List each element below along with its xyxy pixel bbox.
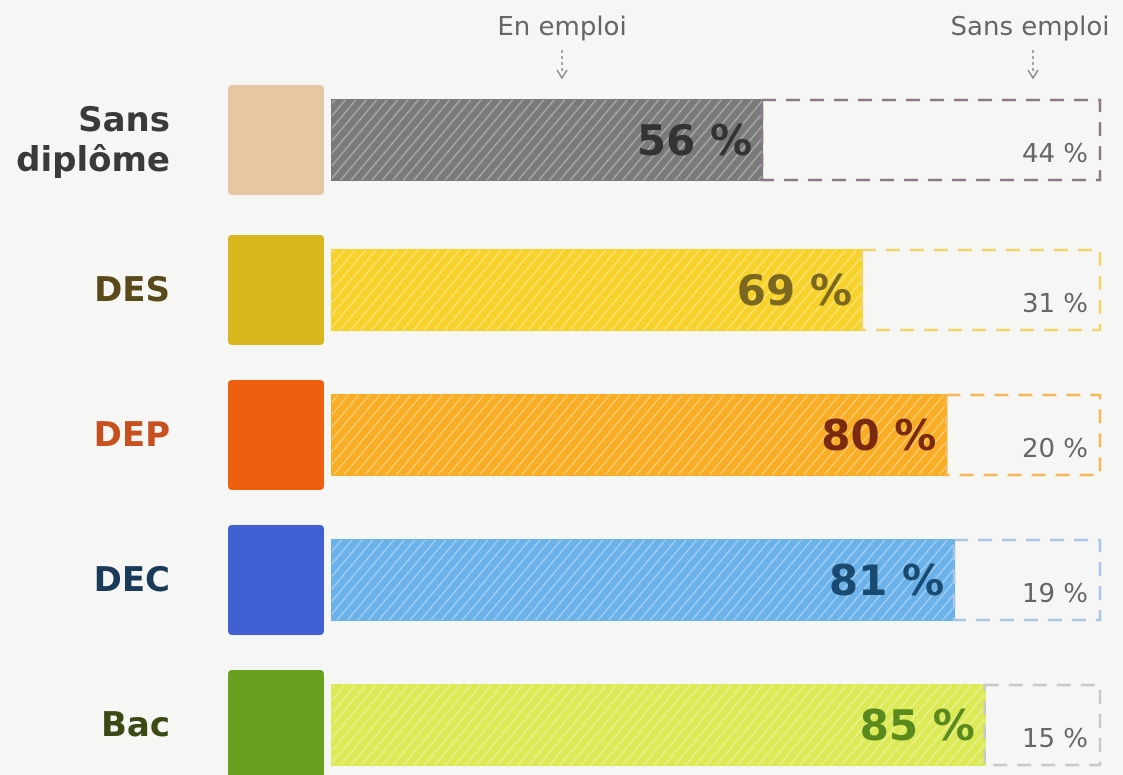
value-label: 69 % <box>737 266 852 315</box>
value-label: 20 % <box>1022 434 1088 464</box>
arrow-head <box>1027 69 1039 80</box>
block <box>228 235 324 345</box>
value-label: 15 % <box>1022 724 1088 754</box>
category-label: DES <box>94 270 170 310</box>
value-label: 19 % <box>1022 579 1088 609</box>
block <box>228 670 324 775</box>
value-label: 85 % <box>860 701 975 750</box>
bar-hatch <box>332 100 763 180</box>
bar-hatch <box>332 540 955 620</box>
value-label: 31 % <box>1022 289 1088 319</box>
block <box>228 85 324 195</box>
bar-hatch <box>332 685 985 765</box>
value-label: 56 % <box>637 116 752 165</box>
value-label: 80 % <box>821 411 936 460</box>
category-label: Sans diplôme <box>16 100 170 180</box>
value-label: 44 % <box>1022 139 1088 169</box>
bar-unemployed <box>945 393 1102 477</box>
block <box>228 525 324 635</box>
series-header: Sans emploi <box>950 12 1110 42</box>
bar-unemployed <box>760 98 1102 182</box>
category-label: DEC <box>93 560 170 600</box>
block <box>228 380 324 490</box>
value-label: 81 % <box>829 556 944 605</box>
arrow-head <box>556 69 568 80</box>
bar-unemployed <box>952 538 1102 622</box>
series-header: En emploi <box>497 12 627 42</box>
bar-unemployed <box>860 248 1102 332</box>
category-label: Bac <box>100 705 170 745</box>
category-label: DEP <box>93 415 170 455</box>
bar-unemployed <box>983 683 1102 767</box>
bar-hatch <box>332 250 862 330</box>
bar-hatch <box>332 395 947 475</box>
